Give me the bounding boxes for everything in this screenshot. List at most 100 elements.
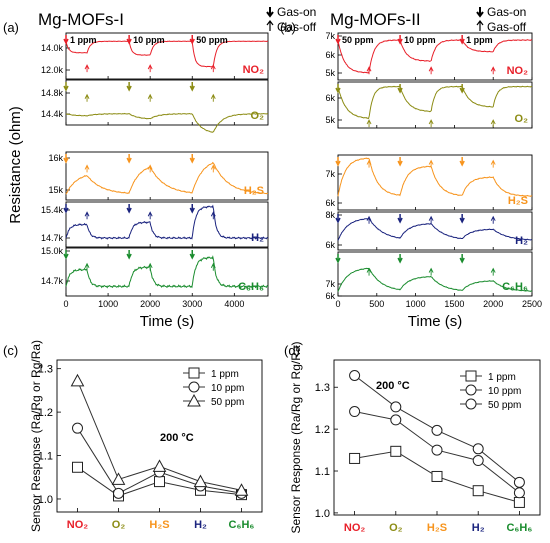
legend-gas-on: Gas-on bbox=[277, 5, 316, 19]
gas-off-marker-icon bbox=[210, 211, 216, 220]
circle-marker bbox=[431, 444, 443, 456]
legend-label: 1 ppm bbox=[211, 369, 239, 380]
legend-label: 50 ppm bbox=[488, 400, 521, 411]
gas-off-marker-icon bbox=[428, 119, 434, 128]
gas-on-marker-icon bbox=[335, 214, 341, 224]
gas-off-marker-icon bbox=[366, 215, 372, 224]
x-tick-label: 3000 bbox=[182, 299, 202, 309]
gas-off-marker-icon bbox=[428, 66, 434, 75]
gas-off-marker-icon bbox=[84, 64, 90, 73]
category-label: C₆H₆ bbox=[506, 522, 532, 534]
category-label: O₂ bbox=[112, 519, 126, 531]
gas-on-marker-icon bbox=[397, 35, 403, 45]
gas-off-marker-icon bbox=[490, 215, 496, 224]
panel-c: (c) 1.0 1.1 1.2 1.3 NO₂ O₂ H₂S H₂ C₆H₆ 1 ppm 10 ppm… bbox=[3, 340, 263, 532]
gas-on-marker-icon bbox=[126, 250, 132, 260]
y-axis-title: Sensor Response (Ra/Rg or Rg/Ra) bbox=[29, 340, 43, 532]
x-tick-label: 2000 bbox=[140, 299, 160, 309]
legend-label: 10 ppm bbox=[488, 386, 521, 397]
x-tick-label: 4000 bbox=[224, 299, 244, 309]
y-tick-label: 6k bbox=[325, 291, 335, 301]
circle-marker bbox=[472, 455, 484, 467]
gas-off-marker-icon bbox=[366, 119, 372, 128]
gas-on-marker-icon bbox=[189, 154, 195, 164]
legend-gas-on: Gas-on bbox=[487, 5, 526, 19]
concentration-label: 1 ppm bbox=[466, 35, 493, 45]
square-marker bbox=[431, 470, 443, 482]
circle-marker bbox=[72, 422, 83, 434]
subplot-0: 14.0k 12.0k NO₂ 1 ppm 10 ppm 50 ppm bbox=[41, 32, 269, 80]
square-marker bbox=[188, 367, 200, 379]
gas-on-marker-icon bbox=[459, 254, 465, 264]
circle-marker bbox=[349, 370, 361, 381]
y-tick-label: 14.7k bbox=[41, 233, 64, 243]
series-1 bbox=[349, 406, 525, 499]
gas-off-marker-icon bbox=[84, 211, 90, 220]
x-tick-label: 2000 bbox=[483, 299, 503, 309]
y-axis-title: Sensor Response (Ra/Rg or Rg/Ra) bbox=[289, 341, 303, 533]
concentration-label: 50 ppm bbox=[196, 35, 228, 45]
gas-label: O₂ bbox=[515, 113, 529, 125]
gas-off-arrow-icon bbox=[476, 20, 484, 31]
gas-on-marker-icon bbox=[397, 254, 403, 264]
gas-on-marker-icon bbox=[63, 204, 69, 214]
gas-on-marker-icon bbox=[459, 84, 465, 94]
x-tick-label: 1000 bbox=[98, 299, 118, 309]
trace-line bbox=[337, 85, 533, 120]
subplot-3: 15.4k 14.7k H₂ bbox=[41, 201, 269, 248]
gas-off-marker-icon bbox=[366, 159, 372, 168]
concentration-label: 50 ppm bbox=[342, 35, 374, 45]
gas-on-arrow-icon bbox=[266, 7, 274, 18]
y-tick-label: 7k bbox=[325, 279, 335, 289]
gas-on-marker-icon bbox=[126, 82, 132, 92]
x-tick-label: 1000 bbox=[406, 299, 426, 309]
y-tick-label: 14.7k bbox=[41, 276, 64, 286]
panel-tag: (c) bbox=[3, 343, 18, 358]
subplot-2: 16k 15k H₂S bbox=[48, 151, 269, 201]
gas-off-marker-icon bbox=[366, 267, 372, 276]
gas-off-marker-icon bbox=[147, 262, 153, 271]
square-marker bbox=[390, 445, 402, 457]
x-axis-title: Time (s) bbox=[408, 313, 462, 330]
gas-label: H₂S bbox=[244, 185, 264, 197]
circle-marker bbox=[390, 401, 402, 413]
gas-off-marker-icon bbox=[210, 164, 216, 173]
panel-title: Mg-MOFs-II bbox=[330, 10, 421, 29]
circle-marker bbox=[390, 414, 402, 426]
series-2 bbox=[70, 373, 249, 496]
gas-on-marker-icon bbox=[126, 204, 132, 214]
triangle-marker bbox=[193, 474, 208, 488]
gas-label: NO₂ bbox=[243, 64, 265, 76]
temperature-label: 200 °C bbox=[376, 380, 410, 392]
x-tick-label: 0 bbox=[335, 299, 340, 309]
circle-marker bbox=[513, 476, 525, 488]
panel-d: (d) 1.0 1.1 1.2 1.3 NO₂ O₂ H₂S H₂ C₆H₆ 1 ppm 10 ppm… bbox=[284, 341, 541, 534]
y-tick-label: 1.1 bbox=[38, 451, 53, 463]
gas-on-marker-icon bbox=[126, 154, 132, 164]
gas-on-marker-icon bbox=[189, 82, 195, 92]
gas-off-marker-icon bbox=[428, 215, 434, 224]
subplot-frame bbox=[65, 32, 269, 80]
series-0 bbox=[349, 445, 525, 508]
y-tick-label: 5k bbox=[325, 68, 335, 78]
y-tick-label: 6k bbox=[325, 198, 335, 208]
category-label: H₂S bbox=[427, 522, 447, 534]
trace-line bbox=[65, 161, 269, 195]
y-tick-label: 1.3 bbox=[38, 364, 53, 376]
gas-on-marker-icon bbox=[335, 84, 341, 94]
y-tick-label: 1.2 bbox=[38, 407, 53, 419]
y-tick-label: 8k bbox=[325, 210, 335, 220]
temperature-label: 200 °C bbox=[160, 432, 194, 444]
legend-gas-off: Gas-off bbox=[487, 20, 527, 34]
trace-line bbox=[65, 112, 269, 133]
square-marker bbox=[154, 476, 165, 488]
triangle-marker bbox=[234, 483, 249, 496]
y-tick-label: 6k bbox=[325, 50, 335, 60]
legend-label: 10 ppm bbox=[211, 383, 244, 394]
circle-marker bbox=[465, 384, 477, 396]
gas-on-marker-icon bbox=[459, 214, 465, 224]
subplot-3: 8k 6k H₂ bbox=[325, 210, 533, 251]
y-tick-label: 7k bbox=[325, 169, 335, 179]
